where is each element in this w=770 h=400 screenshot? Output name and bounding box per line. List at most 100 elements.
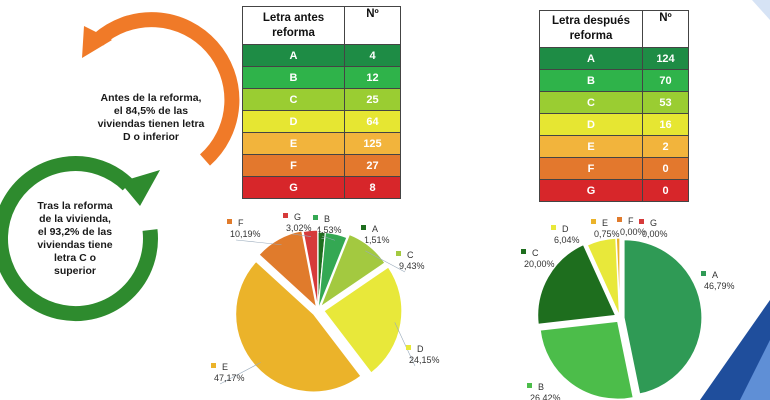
cell-letter: C [242,88,345,111]
pie-slice-f [258,230,318,310]
header-letter: Letra antes reforma [242,6,345,45]
table-row: A 124 [539,47,689,70]
cell-letter: E [539,135,643,158]
table-row: C 53 [539,91,689,114]
slice-value-label: 0,00% [620,227,646,237]
leader-line [365,250,406,273]
callout-before-line: viviendas tienen letra [97,118,205,130]
slice-color-marker [551,225,556,230]
callout-before-line: el 84,5% de las [113,105,189,117]
cell-letter: D [539,113,643,136]
cell-count: 70 [642,69,689,92]
corner-stripe-top [752,0,770,20]
corner-decoration [700,0,770,400]
pie-slice-c [537,243,617,325]
slice-category-label: G [650,218,657,228]
slice-category-label: D [562,224,569,234]
cell-count: 25 [344,88,401,111]
slice-color-marker [361,225,366,230]
cell-count: 124 [642,47,689,70]
slice-category-label: E [222,362,228,372]
cell-count: 4 [344,44,401,67]
cell-letter: F [242,154,345,177]
slice-value-label: 10,19% [230,229,261,239]
cell-count: 16 [642,113,689,136]
cell-letter: A [539,47,643,70]
slice-category-label: F [628,216,634,226]
green-arrowhead-icon [120,170,160,206]
table-header-row: Letra antes reforma Nº [242,6,401,45]
slice-value-label: 4,53% [316,225,342,235]
table-row: B 70 [539,69,689,92]
corner-stripe-light [740,340,770,400]
slice-color-marker [313,215,318,220]
header-count: Nº [642,10,689,48]
slice-category-label: C [532,248,539,258]
cell-letter: G [539,179,643,202]
slice-color-marker [639,219,644,224]
table-header-row: Letra después reforma Nº [539,10,689,48]
slice-category-label: D [417,344,424,354]
cell-count: 8 [344,176,401,199]
table-row: C 25 [242,88,401,111]
slice-color-marker [396,251,401,256]
slice-category-label: C [407,250,414,260]
pie-slice-b [539,320,634,400]
slice-color-marker [701,271,706,276]
slice-category-label: A [712,270,718,280]
slice-category-label: A [372,224,378,234]
slice-value-label: 26,42% [530,393,561,400]
table-row: B 12 [242,66,401,89]
cell-count: 0 [642,179,689,202]
pie-slice-b [317,231,348,311]
slice-value-label: 47,17% [214,373,245,383]
slice-category-label: F [238,218,244,228]
pie-chart-after: A46,79%B26,42%C20,00%D6,04%E0,75%F0,00%G… [521,216,735,400]
slice-value-label: 9,43% [399,261,425,271]
callout-after-line: el 93,2% de las [37,226,113,238]
leader-line [219,362,261,385]
green-arrow [0,156,158,322]
leader-line [394,322,416,367]
leader-line [235,239,282,246]
cell-letter: F [539,157,643,180]
slice-value-label: 0,00% [642,229,668,239]
cell-letter: A [242,44,345,67]
orange-arrow [93,12,240,166]
callout-after-line: viviendas tiene [37,239,113,251]
header-letter-line: reforma [569,30,613,42]
cell-letter: C [539,91,643,114]
table-row: D 16 [539,113,689,136]
slice-value-label: 6,04% [554,235,580,245]
pie-slice-g [302,229,319,309]
slice-color-marker [283,213,288,218]
pie-slice-e [234,260,362,393]
slice-value-label: 24,15% [409,355,440,365]
cell-count: 53 [642,91,689,114]
slice-category-label: E [602,218,608,228]
slice-value-label: 1,51% [364,235,390,245]
table-row: F 27 [242,154,401,177]
slice-color-marker [521,249,526,254]
callout-after-line: de la vivienda, [39,213,111,225]
table-row: E 125 [242,132,401,155]
cell-letter: B [539,69,643,92]
slice-value-label: 20,00% [524,259,555,269]
header-letter: Letra después reforma [539,10,643,48]
slice-color-marker [527,383,532,388]
slice-color-marker [227,219,232,224]
pie-slice-a [623,238,703,395]
cell-count: 27 [344,154,401,177]
cell-count: 0 [642,157,689,180]
callout-after-line: letra C o [53,252,96,264]
cell-count: 2 [642,135,689,158]
leader-line [291,233,312,237]
cell-letter: E [242,132,345,155]
header-letter-line: Letra antes [262,11,325,24]
leader-line [321,235,335,241]
table-row: D 64 [242,110,401,133]
